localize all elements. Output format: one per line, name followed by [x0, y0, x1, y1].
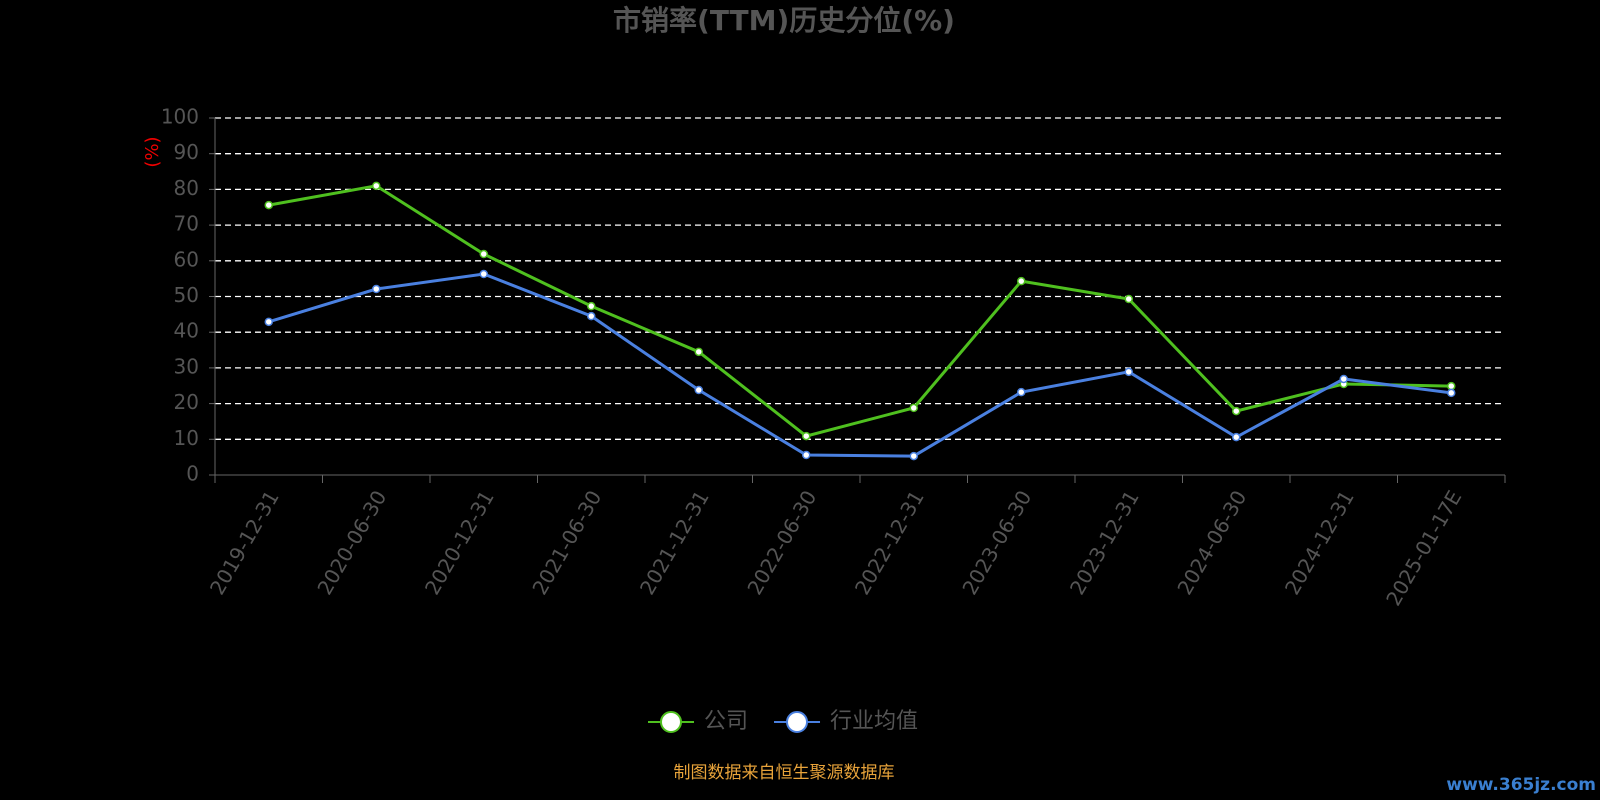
- point: [1232, 432, 1241, 442]
- y-axis-label: (%): [142, 136, 163, 167]
- point: [694, 347, 703, 357]
- series-line: [268, 184, 1452, 438]
- point: [587, 301, 596, 311]
- point: [909, 451, 918, 461]
- point: [1017, 387, 1026, 397]
- point: [802, 450, 811, 460]
- legend-label: 行业均值: [830, 709, 918, 734]
- legend-marker: [660, 711, 682, 733]
- point: [264, 200, 273, 210]
- point: [264, 317, 273, 327]
- chart-title: 市销率(TTM)历史分位(%): [613, 4, 955, 37]
- point: [1339, 374, 1348, 384]
- legend-marker: [786, 711, 809, 733]
- y-tick-label: 40: [174, 319, 199, 343]
- point: [372, 284, 381, 294]
- point: [1232, 406, 1241, 416]
- point: [372, 181, 381, 191]
- point: [587, 311, 596, 321]
- y-tick-label: 20: [174, 390, 199, 414]
- y-tick-label: 10: [174, 426, 199, 450]
- source-note: 制图数据来自恒生聚源数据库: [674, 763, 895, 783]
- point: [1124, 294, 1133, 304]
- point: [479, 269, 488, 279]
- y-tick-label: 60: [174, 247, 199, 271]
- y-tick-label: 80: [174, 176, 199, 200]
- y-tick-label: 100: [161, 105, 199, 129]
- point: [1447, 381, 1456, 391]
- y-tick-label: 50: [174, 283, 199, 307]
- legend-label: 公司: [704, 709, 748, 734]
- watermark: www.365jz.com: [1446, 775, 1596, 795]
- point: [1124, 367, 1133, 377]
- y-tick-label: 70: [174, 212, 199, 236]
- point: [1017, 276, 1026, 286]
- point: [694, 385, 703, 395]
- point: [479, 249, 488, 259]
- point: [909, 403, 918, 413]
- y-tick-label: 90: [174, 140, 199, 164]
- point: [1447, 388, 1456, 398]
- y-tick-label: 30: [174, 354, 199, 378]
- series-line: [268, 272, 1452, 458]
- point: [802, 431, 811, 441]
- y-tick-label: 0: [186, 462, 199, 486]
